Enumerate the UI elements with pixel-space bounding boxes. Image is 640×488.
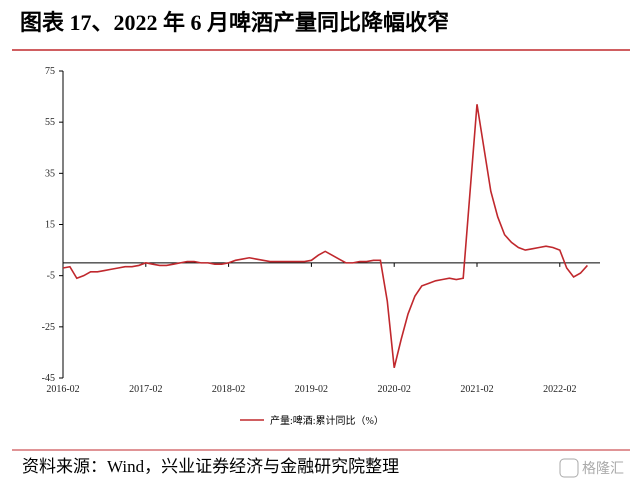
x-tick-label: 2016-02 [46,384,79,395]
x-tick-label: 2022-02 [543,384,576,395]
x-tick-label: 2021-02 [460,384,493,395]
y-tick-label: 75 [45,66,55,77]
x-tick-label: 2020-02 [378,384,411,395]
x-tick-label: 2019-02 [295,384,328,395]
source: 资料来源：Wind，兴业证券经济与金融研究院整理 [22,457,399,476]
y-tick-label: 55 [45,117,55,128]
y-tick-label: 35 [45,168,55,179]
watermark: 格隆汇 [582,461,624,477]
y-tick-label: -45 [42,373,55,384]
y-tick-label: -5 [47,271,55,282]
x-tick-label: 2018-02 [212,384,245,395]
y-tick-label: 15 [45,220,55,231]
y-tick-label: -25 [42,322,55,333]
chart-title: 图表 17、2022 年 6 月啤酒产量同比降幅收窄 [20,10,449,35]
legend-label: 产量:啤酒:累计同比（%） [270,414,384,427]
series-line [62,104,588,368]
watermark-logo [559,458,579,478]
x-tick-label: 2017-02 [129,384,162,395]
